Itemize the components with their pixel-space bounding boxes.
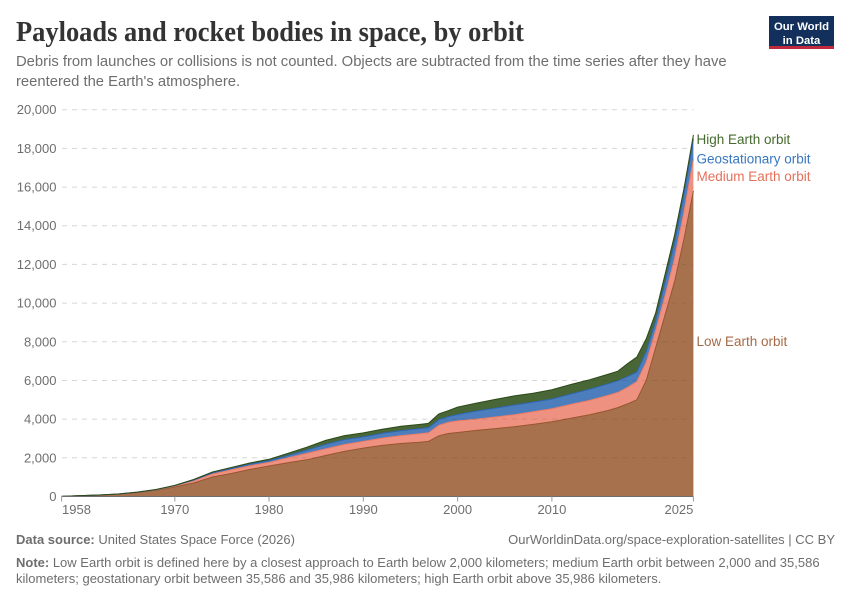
svg-text:8,000: 8,000 (24, 334, 57, 349)
svg-text:Medium Earth orbit: Medium Earth orbit (697, 169, 811, 184)
svg-text:2,000: 2,000 (24, 450, 57, 465)
svg-text:2010: 2010 (537, 502, 566, 517)
svg-text:18,000: 18,000 (17, 141, 57, 156)
svg-text:2000: 2000 (443, 502, 472, 517)
svg-text:20,000: 20,000 (17, 102, 57, 117)
svg-text:16,000: 16,000 (17, 180, 57, 195)
svg-text:1958: 1958 (62, 502, 91, 517)
svg-text:Geostationary orbit: Geostationary orbit (697, 152, 811, 167)
svg-text:2025: 2025 (664, 502, 693, 517)
svg-text:1990: 1990 (349, 502, 378, 517)
svg-text:1980: 1980 (255, 502, 284, 517)
svg-text:1970: 1970 (160, 502, 189, 517)
svg-text:10,000: 10,000 (17, 296, 57, 311)
svg-text:High Earth orbit: High Earth orbit (697, 132, 791, 147)
svg-text:14,000: 14,000 (17, 218, 57, 233)
svg-text:12,000: 12,000 (17, 257, 57, 272)
svg-text:Low Earth orbit: Low Earth orbit (697, 334, 788, 349)
svg-text:0: 0 (49, 489, 56, 504)
svg-text:6,000: 6,000 (24, 373, 57, 388)
svg-text:4,000: 4,000 (24, 412, 57, 427)
